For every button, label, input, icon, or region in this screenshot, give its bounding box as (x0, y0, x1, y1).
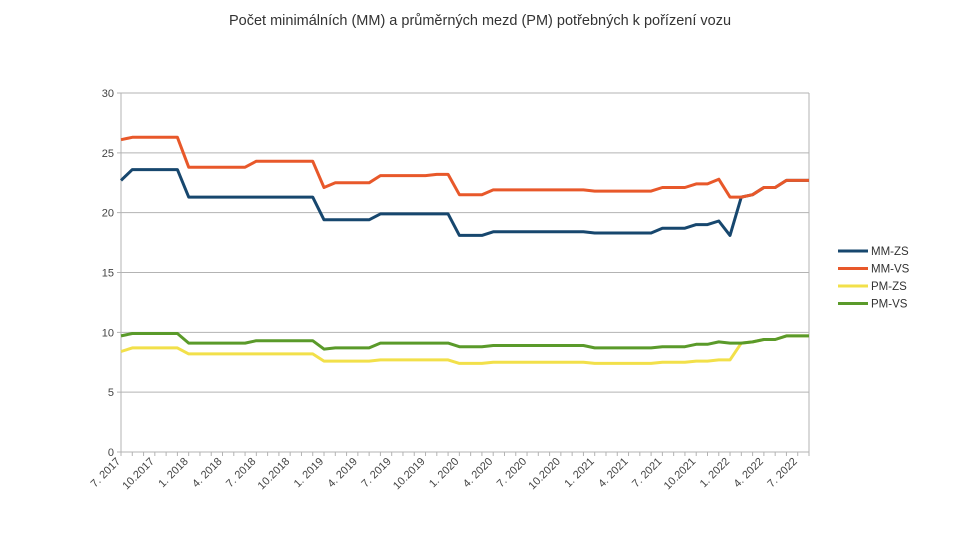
x-tick-label: 1. 2020 (427, 456, 461, 490)
y-tick-label: 15 (102, 268, 114, 280)
x-tick-label: 1. 2018 (156, 456, 190, 490)
series-line-pm-vs (120, 332, 809, 351)
x-tick-label: 4. 2018 (190, 456, 224, 490)
x-tick-label: 7. 2020 (495, 456, 529, 490)
x-tick-label: 1. 2019 (292, 456, 326, 490)
x-tick-label: 7. 2019 (359, 456, 393, 490)
y-tick-label: 20 (102, 208, 114, 220)
series-line-pm-zs (120, 334, 809, 365)
x-tick-label: 4. 2019 (326, 456, 360, 490)
x-tick-label: 4. 2020 (461, 456, 495, 490)
x-tick-label: 1. 2022 (698, 456, 732, 490)
x-tick-label: 1. 2021 (562, 456, 596, 490)
x-tick-label: 4. 2022 (732, 456, 766, 490)
series-line-mm-vs (120, 135, 809, 199)
y-tick-label: 5 (108, 387, 114, 399)
y-tick-label: 30 (102, 88, 114, 100)
x-tick-label: 10.2021 (662, 456, 699, 493)
legend: MM-ZS MM-VS PM-ZS PM-VS (838, 246, 910, 311)
chart-title: Počet minimálních (MM) a průměrných mezd… (229, 13, 731, 29)
x-tick-label: 7. 2017 (89, 456, 123, 490)
x-tick-label: 4. 2021 (596, 456, 630, 490)
x-tick-label: 7. 2018 (224, 456, 258, 490)
x-tick-label: 10.2017 (120, 456, 157, 493)
x-tick-label: 7. 2022 (765, 456, 799, 490)
legend-label: MM-VS (871, 264, 910, 276)
y-tick-label: 25 (102, 148, 114, 160)
legend-label: MM-ZS (871, 246, 909, 258)
legend-label: PM-VS (871, 299, 908, 311)
series-line-mm-zs (119, 168, 809, 237)
legend-label: PM-ZS (871, 281, 907, 293)
x-tick-label: 10.2018 (256, 456, 293, 493)
y-tick-label: 10 (102, 327, 114, 339)
x-tick-label: 7. 2021 (630, 456, 664, 490)
x-tick-label: 10.2019 (391, 456, 428, 493)
x-tick-label: 10.2020 (526, 456, 563, 493)
y-tick-label: 0 (108, 447, 114, 459)
